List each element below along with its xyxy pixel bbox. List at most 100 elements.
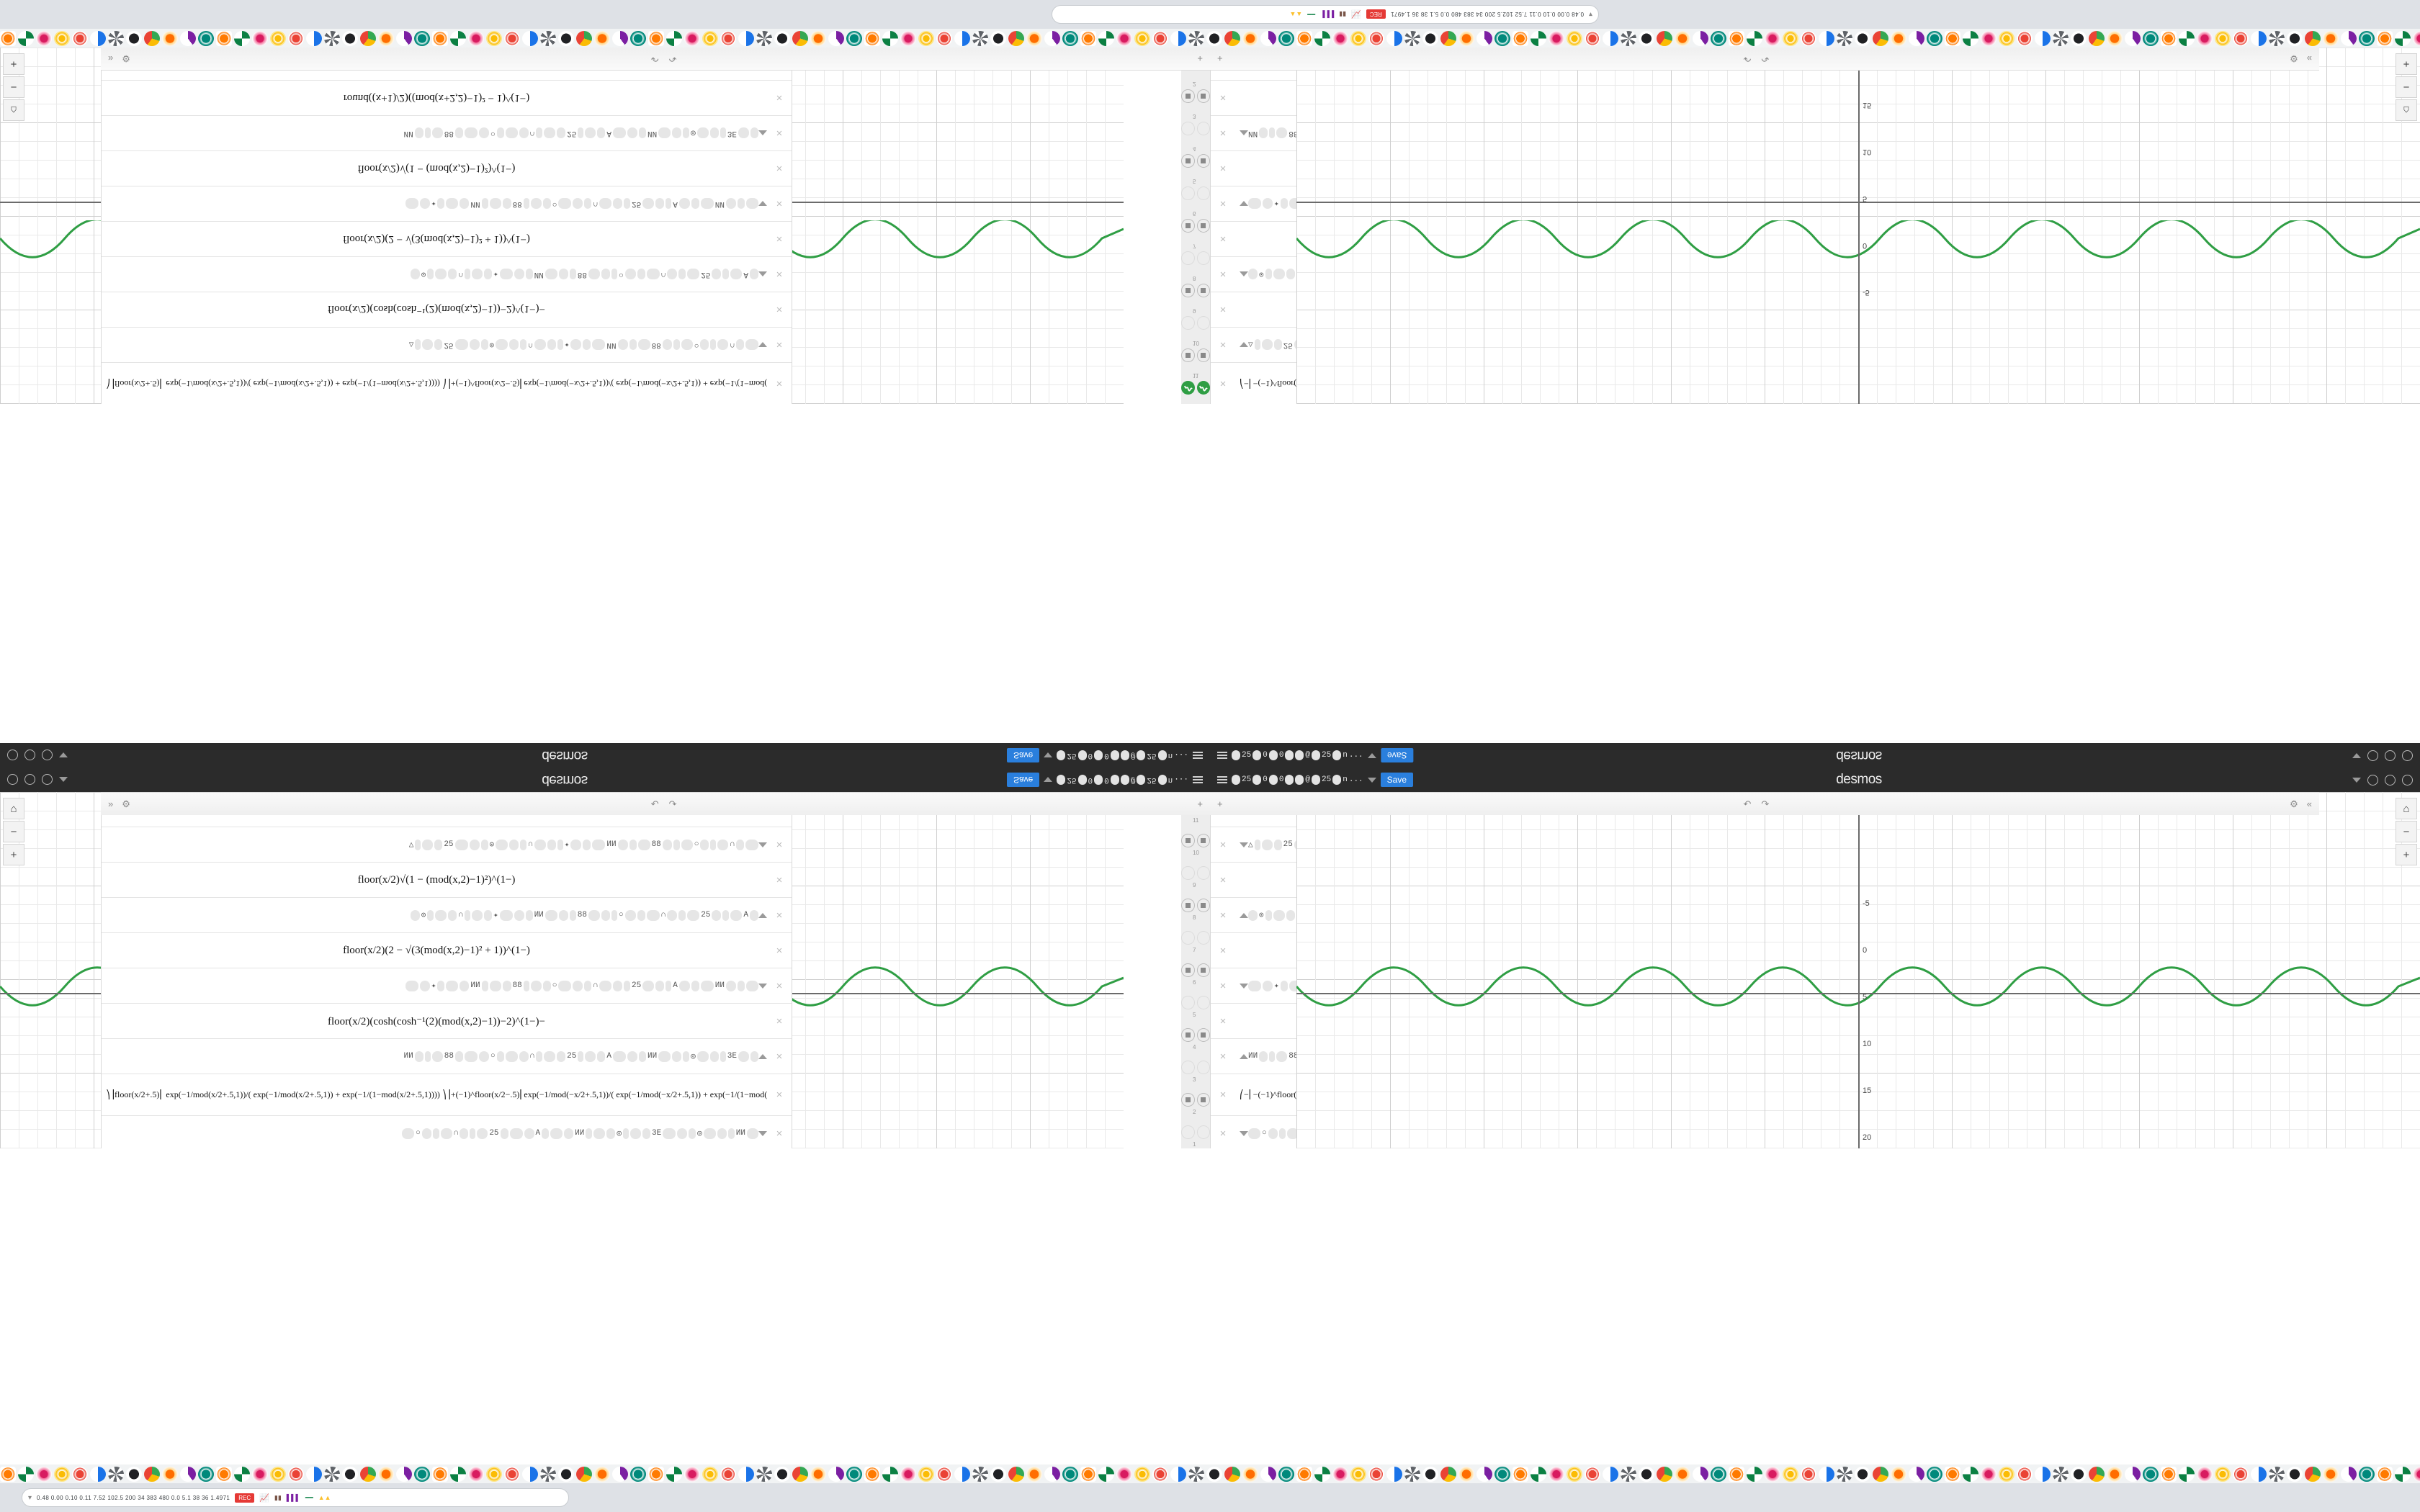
bookmarks-bar-top[interactable] bbox=[0, 29, 2420, 48]
delete-expression-icon[interactable]: × bbox=[1219, 377, 1227, 390]
bookmark-favicon[interactable] bbox=[2053, 30, 2069, 46]
bookmark-favicon[interactable] bbox=[18, 30, 34, 46]
bookmark-favicon[interactable] bbox=[666, 1466, 682, 1482]
bookmark-favicon[interactable] bbox=[360, 30, 376, 46]
delete-expression-icon[interactable]: × bbox=[1219, 838, 1227, 851]
expression-row[interactable]: × (−1)^floor(x/2)√(1 − (mod(x,2)−1)²) bbox=[102, 863, 792, 898]
bookmark-favicon[interactable] bbox=[1891, 30, 1906, 46]
header-right-controls[interactable]: Save 25 0 0 @25 n... bbox=[1006, 773, 1210, 787]
account-icon[interactable] bbox=[2402, 750, 2413, 761]
bookmark-favicon[interactable] bbox=[684, 30, 700, 46]
redo-icon[interactable]: ↷ bbox=[668, 53, 677, 65]
stop-icon[interactable] bbox=[1181, 963, 1195, 977]
header-right-controls[interactable]: 25 0 0 @25 n... Save bbox=[1210, 748, 1420, 762]
action-row[interactable]: 3 bbox=[1181, 1051, 1210, 1084]
bookmark-favicon[interactable] bbox=[1693, 1466, 1708, 1482]
bookmark-favicon[interactable] bbox=[2143, 30, 2159, 46]
bookmark-favicon[interactable] bbox=[1170, 30, 1186, 46]
bookmark-favicon[interactable] bbox=[1080, 30, 1096, 46]
bookmark-favicon[interactable] bbox=[990, 30, 1006, 46]
bookmark-favicon[interactable] bbox=[2125, 30, 2141, 46]
bookmark-favicon[interactable] bbox=[1909, 1466, 1924, 1482]
chevron-down-icon[interactable] bbox=[2352, 777, 2361, 783]
bookmark-favicon[interactable] bbox=[540, 30, 556, 46]
plus-icon[interactable]: + bbox=[1197, 798, 1204, 809]
bookmark-favicon[interactable] bbox=[72, 30, 88, 46]
zoom-in-button[interactable]: + bbox=[2396, 844, 2417, 865]
bookmark-favicon[interactable] bbox=[468, 1466, 484, 1482]
expression-list-upper-left[interactable]: × ⎛−⎜−(−1)^floor(x/2+.5)⎜ exp(−1/mod(x/2+… bbox=[101, 48, 792, 404]
bookmark-favicon[interactable] bbox=[1116, 1466, 1132, 1482]
chevron-icon[interactable] bbox=[1240, 912, 1248, 918]
chevron-down-icon[interactable] bbox=[1044, 752, 1053, 758]
expression-row[interactable]: × ⊙ ∩ ✦ ИИ 88 ○ ∩ 25 A bbox=[102, 898, 792, 933]
bookmark-favicon[interactable] bbox=[2143, 1466, 2159, 1482]
stop-icon[interactable] bbox=[1196, 834, 1210, 847]
share-icon[interactable] bbox=[2367, 750, 2378, 761]
action-row[interactable]: 10 bbox=[1181, 339, 1210, 372]
stop-icon[interactable] bbox=[1181, 89, 1195, 103]
menu-icon[interactable] bbox=[1217, 752, 1227, 759]
chevron-icon[interactable] bbox=[1240, 130, 1248, 136]
bookmark-favicon[interactable] bbox=[18, 1466, 34, 1482]
bookmark-favicon[interactable] bbox=[2179, 30, 2195, 46]
redo-icon[interactable]: ↷ bbox=[1761, 798, 1770, 809]
save-button[interactable]: Save bbox=[1380, 773, 1414, 787]
bookmark-favicon[interactable] bbox=[1675, 30, 1690, 46]
bookmark-favicon[interactable] bbox=[594, 1466, 610, 1482]
chevron-icon[interactable] bbox=[1240, 1053, 1248, 1059]
bookmark-favicon[interactable] bbox=[270, 1466, 286, 1482]
chevron-icon[interactable] bbox=[1240, 983, 1248, 989]
bookmark-favicon[interactable] bbox=[972, 1466, 988, 1482]
expression-row[interactable]: × ✦ ИИ 88 ○ ∩ 25 A ИИ bbox=[102, 968, 792, 1004]
bookmark-favicon[interactable] bbox=[1981, 30, 1996, 46]
math-expression[interactable]: ⎛−⎜−(−1)^floor(x/2+.5)⎜ exp(−1/mod(x/2+.… bbox=[106, 379, 767, 389]
chevron-icon[interactable] bbox=[758, 1053, 767, 1059]
delete-expression-icon[interactable]: × bbox=[776, 1014, 783, 1027]
delete-expression-icon[interactable]: × bbox=[1219, 944, 1227, 957]
bookmark-favicon[interactable] bbox=[126, 1466, 142, 1482]
expression-row[interactable]: × ИИ 88 ○ ∩ 25 A ИИ ◎ 3E bbox=[102, 115, 792, 150]
bookmark-favicon[interactable] bbox=[1098, 30, 1114, 46]
delete-expression-icon[interactable]: × bbox=[776, 127, 783, 140]
delete-expression-icon[interactable]: × bbox=[1219, 303, 1227, 316]
share-icon[interactable] bbox=[42, 750, 53, 761]
chevron-icon[interactable] bbox=[1240, 201, 1248, 207]
bookmark-favicon[interactable] bbox=[2287, 1466, 2303, 1482]
bookmark-favicon[interactable] bbox=[2161, 30, 2177, 46]
bookmark-favicon[interactable] bbox=[1945, 1466, 1960, 1482]
math-expression[interactable]: (−1)^floor(x/2)√(1 − (mod(x,2)−1)²) bbox=[357, 163, 516, 175]
bookmark-favicon[interactable] bbox=[90, 30, 106, 46]
bookmark-favicon[interactable] bbox=[1855, 1466, 1870, 1482]
delete-expression-icon[interactable]: × bbox=[1219, 233, 1227, 246]
bookmark-favicon[interactable] bbox=[558, 30, 574, 46]
bookmark-favicon[interactable] bbox=[180, 1466, 196, 1482]
bookmark-favicon[interactable] bbox=[378, 30, 394, 46]
bookmark-favicon[interactable] bbox=[1801, 30, 1816, 46]
bookmark-favicon[interactable] bbox=[522, 1466, 538, 1482]
chevron-up-icon[interactable] bbox=[1367, 752, 1376, 758]
delete-expression-icon[interactable]: × bbox=[1219, 979, 1227, 992]
stop-icon[interactable] bbox=[1181, 154, 1195, 168]
math-expression[interactable]: −(−1)^floor(x/2)(cosh(cosh⁻¹(2)(mod(x,2)… bbox=[328, 303, 545, 315]
bookmark-favicon[interactable] bbox=[1044, 30, 1060, 46]
bookmark-favicon[interactable] bbox=[288, 30, 304, 46]
gear-icon[interactable]: ⚙ bbox=[122, 53, 130, 65]
address-bar[interactable]: ▾ 0.48 0.00 0.10 0.11 7.52 102.5 200 34 … bbox=[1052, 5, 1599, 24]
expression-row[interactable]: × ⎛−⎜−(−1)^floor(x/2+.5)⎜ exp(−1/mod(x/2+… bbox=[102, 1074, 792, 1116]
chevron-icon[interactable] bbox=[758, 983, 767, 989]
action-row[interactable]: 11 bbox=[1181, 372, 1210, 404]
bookmark-favicon[interactable] bbox=[1963, 30, 1978, 46]
zoom-controls-left[interactable]: ⌂ − + bbox=[3, 798, 24, 865]
stop-icon[interactable] bbox=[1196, 89, 1210, 103]
bookmark-favicon[interactable] bbox=[1332, 1466, 1348, 1482]
bookmark-favicon[interactable] bbox=[1711, 1466, 1726, 1482]
bookmark-favicon[interactable] bbox=[2323, 30, 2339, 46]
bookmark-favicon[interactable] bbox=[270, 30, 286, 46]
header-right-controls[interactable]: Save 25 0 0 @25 n... bbox=[1006, 748, 1210, 762]
bookmark-favicon[interactable] bbox=[1729, 30, 1744, 46]
bookmark-favicon[interactable] bbox=[342, 30, 358, 46]
bookmark-favicon[interactable] bbox=[1837, 30, 1852, 46]
bookmark-favicon[interactable] bbox=[1945, 30, 1960, 46]
zoom-out-button[interactable]: − bbox=[3, 821, 24, 842]
